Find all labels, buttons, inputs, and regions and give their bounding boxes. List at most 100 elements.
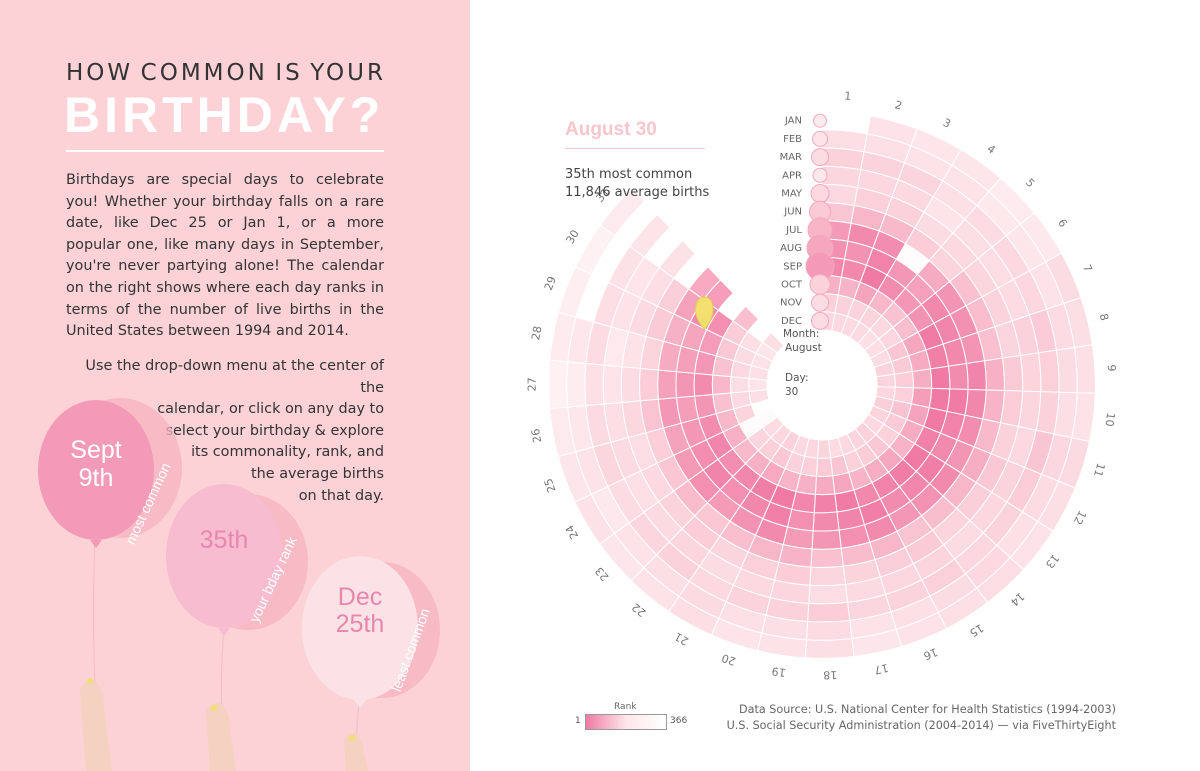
month-marker-may — [810, 184, 830, 203]
title-word: YOUR — [310, 60, 386, 86]
day-cell-sep-27[interactable] — [693, 372, 714, 397]
day-label-4: 4 — [984, 142, 997, 157]
day-label-29: 29 — [542, 275, 559, 293]
day-cell-aug-18[interactable] — [812, 511, 840, 532]
month-label-jun: JUN — [783, 207, 802, 218]
day-cell-mar-31[interactable] — [629, 213, 671, 258]
day-select[interactable]: 30 — [785, 386, 799, 398]
day-cell-feb-18[interactable] — [805, 619, 853, 641]
instruction-line: its commonality, rank, and — [191, 444, 384, 461]
day-cells[interactable] — [548, 111, 1096, 659]
month-marker-mar — [811, 148, 829, 167]
month-select-label: Month: — [783, 328, 820, 340]
day-cell-may-27[interactable] — [620, 366, 641, 403]
instructions-paragraph: Use the drop-down menu at the center of … — [66, 356, 384, 507]
day-cell-nov-18[interactable] — [815, 457, 834, 477]
nail-polish — [87, 678, 93, 684]
day-cell-sep-18[interactable] — [813, 493, 838, 514]
balloon-label-line: 35th — [199, 526, 249, 554]
day-cell-mar-27[interactable] — [584, 362, 605, 407]
day-cell-apr-27[interactable] — [602, 364, 623, 405]
day-label-1: 1 — [844, 89, 852, 103]
radial-calendar-chart[interactable]: 1234567891011121314151617181920212223242… — [470, 0, 1200, 771]
balloon-label-line: 9th — [78, 464, 114, 492]
day-cell-apr-9[interactable] — [1019, 352, 1042, 393]
day-cell-nov-27[interactable] — [730, 376, 750, 394]
balloon-string — [92, 539, 96, 691]
month-label-feb: FEB — [783, 134, 802, 145]
day-cell-aug-10[interactable] — [946, 388, 969, 416]
balloon — [38, 400, 154, 540]
day-cell-mar-18[interactable] — [807, 601, 851, 623]
day-cell-dec-31[interactable] — [761, 331, 785, 354]
day-cell-may-18[interactable] — [809, 565, 846, 587]
day-cell-jan-27[interactable] — [548, 359, 569, 410]
day-cell-may-9[interactable] — [1001, 354, 1024, 392]
nail-polish — [349, 735, 355, 741]
month-label-apr: APR — [782, 170, 802, 181]
day-label-12: 12 — [1071, 508, 1089, 526]
day-cell-oct-18[interactable] — [814, 475, 836, 496]
selection-pin — [695, 296, 714, 330]
day-cell-dec-18[interactable] — [817, 439, 832, 459]
day-cell-oct-9[interactable] — [911, 368, 933, 389]
day-cell-jan-31[interactable] — [599, 187, 646, 237]
day-label-14: 14 — [1008, 590, 1027, 609]
day-cell-feb-9[interactable] — [1055, 346, 1078, 394]
day-cell-aug-9[interactable] — [947, 362, 969, 390]
month-label-jan: JAN — [784, 116, 802, 127]
balloons-illustration — [38, 398, 440, 771]
day-cell-jan-18[interactable] — [804, 637, 855, 659]
month-marker-oct — [809, 274, 831, 295]
month-label-oct: OCT — [781, 280, 803, 291]
day-cell-jan-30[interactable] — [574, 224, 616, 276]
day-cell-oct-27[interactable] — [711, 374, 732, 396]
legend-color-bar — [585, 714, 667, 730]
day-cell-apr-18[interactable] — [808, 583, 849, 605]
instruction-line: on that day. — [298, 487, 384, 504]
day-cell-nov-9[interactable] — [893, 370, 914, 389]
day-cell-jul-27[interactable] — [657, 369, 678, 400]
balloon-knot — [354, 700, 366, 708]
intro-paragraph: Birthdays are special days to celebrate … — [66, 172, 384, 340]
balloon — [302, 556, 418, 700]
day-cell-feb-27[interactable] — [566, 361, 587, 408]
day-label-27: 27 — [526, 377, 539, 391]
day-label-15: 15 — [967, 621, 986, 639]
day-label-5: 5 — [1023, 176, 1037, 190]
day-label-7: 7 — [1080, 262, 1095, 274]
day-label-30: 30 — [564, 228, 582, 247]
month-select[interactable]: August — [785, 342, 822, 354]
day-label-13: 13 — [1043, 552, 1062, 571]
day-cell-oct-31[interactable] — [732, 305, 760, 333]
month-marker-apr — [812, 167, 828, 183]
day-cell-jul-18[interactable] — [811, 529, 842, 550]
day-cell-jun-18[interactable] — [810, 547, 844, 568]
day-cell-dec-27[interactable] — [748, 377, 768, 392]
balloon-knot — [90, 540, 102, 548]
day-cell-jun-9[interactable] — [983, 357, 1005, 392]
legend-title: Rank — [614, 702, 637, 712]
balloon-string — [220, 627, 225, 713]
day-cell-jun-27[interactable] — [639, 367, 660, 402]
month-label-nov: NOV — [780, 298, 802, 309]
month-marker-dec — [811, 311, 829, 330]
your-rank-balloon-label: 35th — [174, 526, 274, 554]
day-label-22: 22 — [629, 600, 648, 619]
day-label-26: 26 — [529, 428, 544, 444]
selected-date: August 30 — [565, 119, 657, 140]
month-markers — [805, 113, 835, 330]
day-cell-aug-27[interactable] — [675, 371, 696, 399]
page-title: BIRTHDAY? — [64, 87, 385, 143]
day-label-25: 25 — [542, 477, 559, 495]
day-label-16: 16 — [922, 645, 940, 662]
day-cell-mar-9[interactable] — [1037, 349, 1060, 393]
day-cell-sep-9[interactable] — [929, 365, 951, 390]
day-label-2: 2 — [893, 98, 903, 112]
day-cell-may-31[interactable] — [658, 239, 697, 279]
day-cell-dec-9[interactable] — [875, 373, 896, 388]
nail-polish — [211, 705, 217, 711]
day-cell-jul-9[interactable] — [965, 360, 987, 391]
instruction-line: calendar, or click on any day to — [157, 401, 384, 418]
month-label-dec: DEC — [781, 316, 802, 327]
